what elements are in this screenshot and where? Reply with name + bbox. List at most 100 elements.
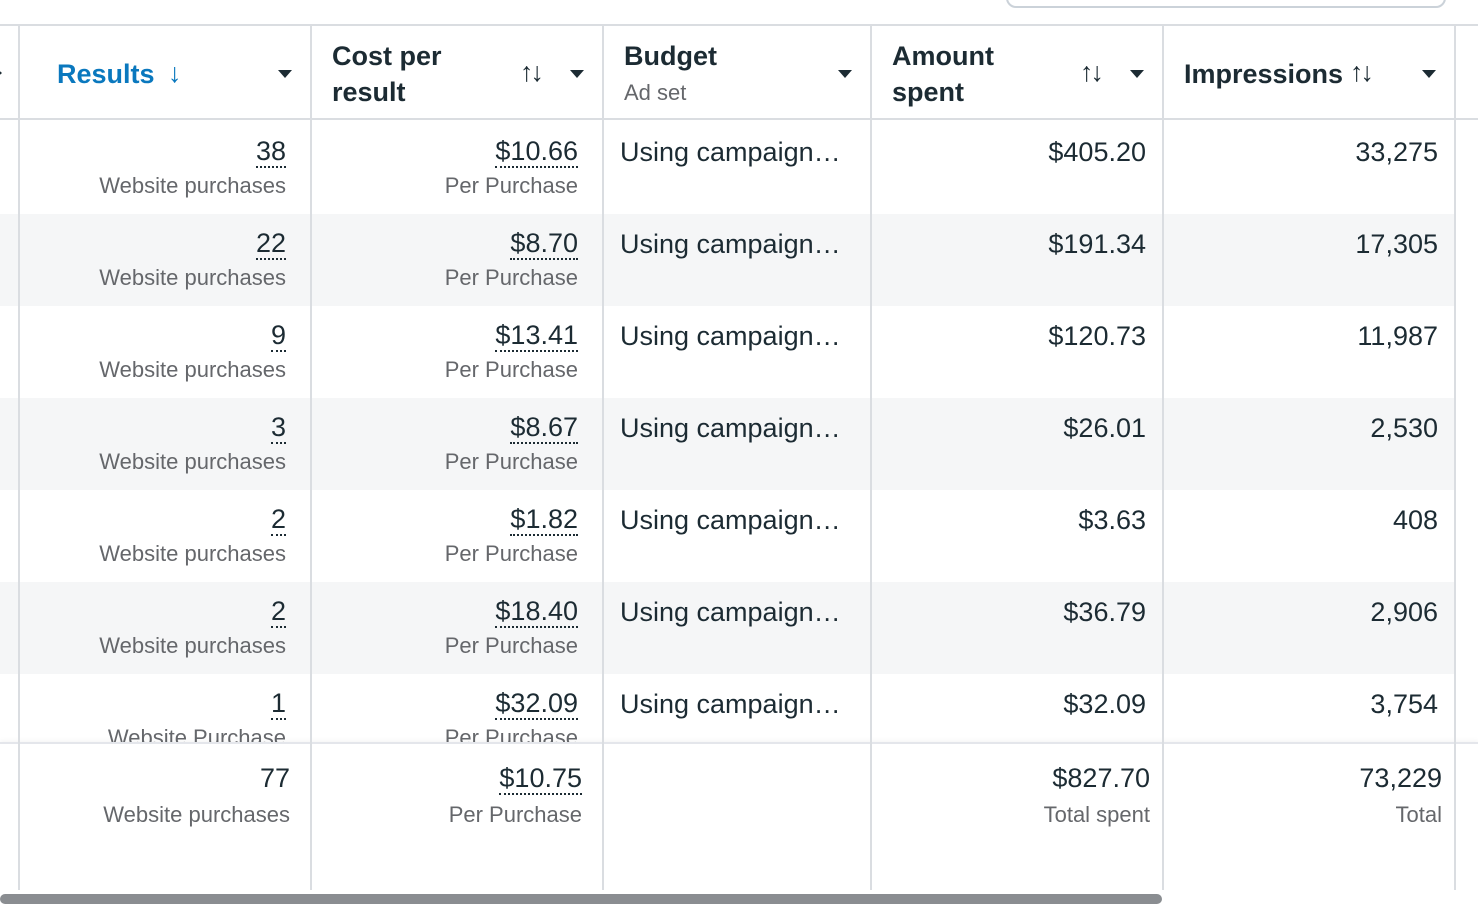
results-cell: 9 Website purchases: [20, 306, 310, 398]
amount-spent-cell: $32.09: [872, 674, 1162, 742]
results-value[interactable]: 3: [270, 412, 286, 444]
sort-icon[interactable]: ↑↓: [1350, 57, 1374, 87]
column-header-impressions[interactable]: Impressions ↑↓: [1164, 26, 1454, 120]
totals-results-cell: 77 Website purchases: [20, 744, 310, 836]
cost-per-result-cell: $1.82 Per Purchase: [312, 490, 602, 582]
totals-results-label: Website purchases: [103, 802, 290, 827]
totals-cpr-value[interactable]: $10.75: [499, 763, 582, 795]
column-title-results[interactable]: Results: [57, 59, 155, 89]
budget-value[interactable]: Using campaign…: [620, 137, 841, 167]
column-divider[interactable]: [870, 26, 872, 892]
collapsed-column-caret-icon[interactable]: [0, 66, 2, 80]
column-menu-caret-icon[interactable]: [1130, 70, 1144, 78]
impressions-cell: 3,754: [1164, 674, 1454, 742]
column-title-budget: Budget: [624, 41, 717, 71]
results-value[interactable]: 2: [270, 596, 286, 628]
impressions-cell: 408: [1164, 490, 1454, 582]
budget-value[interactable]: Using campaign…: [620, 597, 841, 627]
budget-value[interactable]: Using campaign…: [620, 321, 841, 351]
sort-icon[interactable]: ↑↓: [1080, 57, 1104, 87]
totals-cpr-cell: $10.75 Per Purchase: [312, 744, 602, 836]
impressions-value: 11,987: [1357, 321, 1438, 351]
budget-value[interactable]: Using campaign…: [620, 413, 841, 443]
table-row[interactable]: 1 Website Purchase $32.09 Per Purchase Using…: [0, 674, 1454, 742]
column-header-budget[interactable]: Budget Ad set: [604, 26, 870, 120]
sort-icon[interactable]: ↑↓: [520, 57, 544, 87]
column-menu-caret-icon[interactable]: [278, 70, 292, 78]
divider: [0, 24, 1478, 26]
totals-spent-value: $827.70: [1052, 763, 1150, 793]
totals-impressions-value: 73,229: [1359, 763, 1442, 793]
column-divider[interactable]: [602, 26, 604, 892]
table-row[interactable]: 22 Website purchases $8.70 Per Purchase Usin…: [0, 214, 1454, 306]
cost-per-result-value[interactable]: $8.67: [510, 412, 578, 444]
amount-spent-value: $120.73: [1048, 321, 1146, 351]
results-label: Website purchases: [99, 265, 286, 290]
table-row[interactable]: 2 Website purchases $1.82 Per Purchase Using…: [0, 490, 1454, 582]
results-value[interactable]: 9: [270, 320, 286, 352]
column-header-amount-spent[interactable]: Amount spent ↑↓: [872, 26, 1162, 120]
column-divider[interactable]: [18, 26, 20, 892]
column-title-cost-line2: result: [332, 77, 406, 107]
cost-per-result-value[interactable]: $13.41: [495, 320, 578, 352]
table-header: Results ↓ Cost per result ↑↓ Budget Ad s…: [0, 26, 1478, 120]
column-menu-caret-icon[interactable]: [1422, 70, 1436, 78]
results-cell: 1 Website Purchase: [20, 674, 310, 742]
sort-descending-icon[interactable]: ↓: [168, 58, 182, 88]
results-value[interactable]: 2: [270, 504, 286, 536]
cost-per-result-value[interactable]: $8.70: [510, 228, 578, 260]
amount-spent-value: $405.20: [1048, 137, 1146, 167]
column-divider[interactable]: [310, 26, 312, 892]
column-divider[interactable]: [1162, 26, 1164, 892]
impressions-value: 2,906: [1370, 597, 1438, 627]
results-label: Website purchases: [99, 541, 286, 566]
ads-table: Results ↓ Cost per result ↑↓ Budget Ad s…: [0, 26, 1478, 904]
results-cell: 2 Website purchases: [20, 582, 310, 674]
cost-per-result-label: Per Purchase: [444, 449, 578, 474]
cost-per-result-value[interactable]: $32.09: [495, 688, 578, 720]
cost-per-result-value[interactable]: $18.40: [495, 596, 578, 628]
search-input[interactable]: [1006, 0, 1446, 8]
cost-per-result-value[interactable]: $1.82: [510, 504, 578, 536]
column-title-spent-line1: Amount: [892, 41, 994, 71]
column-header-results[interactable]: Results ↓: [20, 26, 310, 120]
table-row[interactable]: 3 Website purchases $8.67 Per Purchase Using…: [0, 398, 1454, 490]
results-value[interactable]: 38: [255, 136, 286, 168]
results-cell: 3 Website purchases: [20, 398, 310, 490]
budget-value[interactable]: Using campaign…: [620, 689, 841, 719]
table-row[interactable]: 38 Website purchases $10.66 Per Purchase Usi…: [0, 122, 1454, 214]
cost-per-result-cell: $10.66 Per Purchase: [312, 122, 602, 214]
column-divider[interactable]: [1454, 26, 1456, 892]
table-body: 38 Website purchases $10.66 Per Purchase Usi…: [0, 122, 1478, 742]
column-title-spent-line2: spent: [892, 77, 965, 107]
results-value[interactable]: 1: [270, 688, 286, 720]
totals-impressions-label: Total: [1395, 802, 1442, 827]
budget-value[interactable]: Using campaign…: [620, 505, 841, 535]
budget-cell: Using campaign…: [604, 490, 870, 582]
cost-per-result-cell: $32.09 Per Purchase: [312, 674, 602, 742]
impressions-cell: 2,906: [1164, 582, 1454, 674]
impressions-cell: 11,987: [1164, 306, 1454, 398]
cost-per-result-cell: $18.40 Per Purchase: [312, 582, 602, 674]
amount-spent-value: $32.09: [1063, 689, 1146, 719]
results-cell: 22 Website purchases: [20, 214, 310, 306]
column-menu-caret-icon[interactable]: [838, 70, 852, 78]
impressions-value: 33,275: [1355, 137, 1438, 167]
table-row[interactable]: 9 Website purchases $13.41 Per Purchase Usin…: [0, 306, 1454, 398]
amount-spent-cell: $26.01: [872, 398, 1162, 490]
column-header-cost-per-result[interactable]: Cost per result ↑↓: [312, 26, 602, 120]
results-value[interactable]: 22: [255, 228, 286, 260]
cost-per-result-cell: $8.70 Per Purchase: [312, 214, 602, 306]
results-label: Website purchases: [99, 357, 286, 382]
totals-cpr-label: Per Purchase: [448, 802, 582, 827]
results-label: Website purchases: [99, 173, 286, 198]
cost-per-result-value[interactable]: $10.66: [495, 136, 578, 168]
column-menu-caret-icon[interactable]: [570, 70, 584, 78]
table-row[interactable]: 2 Website purchases $18.40 Per Purchase Usin…: [0, 582, 1454, 674]
budget-value[interactable]: Using campaign…: [620, 229, 841, 259]
totals-spent-label: Total spent: [1043, 802, 1150, 827]
amount-spent-value: $36.79: [1063, 597, 1146, 627]
totals-results-value: 77: [259, 763, 290, 793]
horizontal-scrollbar-thumb[interactable]: [0, 894, 1162, 904]
impressions-value: 3,754: [1370, 689, 1438, 719]
